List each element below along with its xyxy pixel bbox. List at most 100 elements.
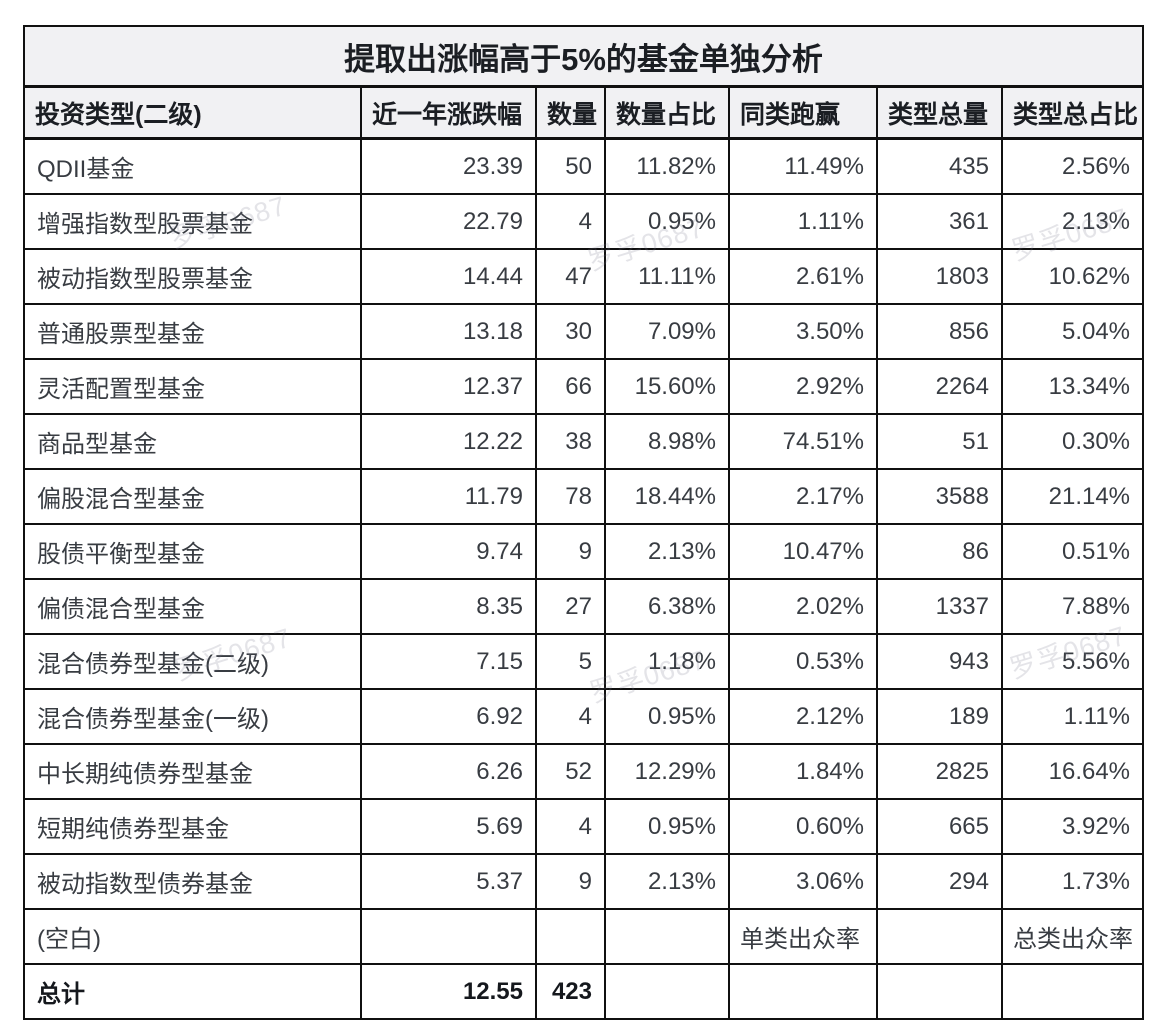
cell-count-share: 15.60% — [604, 358, 730, 415]
cell-type-total — [876, 963, 1003, 1020]
cell-count-share: 11.82% — [604, 137, 730, 195]
cell-count: 66 — [535, 358, 606, 415]
col-header-count-share: 数量占比 — [604, 85, 730, 140]
cell-type-total-share: 2.13% — [1000, 193, 1145, 250]
cell-count: 4 — [535, 193, 606, 250]
cell-type: 被动指数型债券基金 — [23, 853, 362, 910]
cell-count-share: 2.13% — [604, 523, 730, 580]
cell-type-total-share: 1.11% — [1000, 688, 1145, 745]
cell-type-total-share: 1.73% — [1000, 853, 1145, 910]
cell-change: 12.55 — [360, 963, 537, 1020]
table-row: 灵活配置型基金 12.37 66 15.60% 2.92% 2264 13.34% — [23, 358, 1145, 415]
cell-type-total: 294 — [876, 853, 1003, 910]
cell-count: 9 — [535, 853, 606, 910]
cell-type: 短期纯债券型基金 — [23, 798, 362, 855]
cell-type: 增强指数型股票基金 — [23, 193, 362, 250]
cell-count-share: 8.98% — [604, 413, 730, 470]
table-row: 被动指数型债券基金 5.37 9 2.13% 3.06% 294 1.73% — [23, 853, 1145, 910]
col-header-type: 投资类型(二级) — [23, 85, 362, 140]
cell-change: 14.44 — [360, 248, 537, 305]
cell-count-share: 11.11% — [604, 248, 730, 305]
cell-peer-outperform: 74.51% — [728, 413, 878, 470]
cell-change: 11.79 — [360, 468, 537, 525]
cell-type: 被动指数型股票基金 — [23, 248, 362, 305]
cell-type-total-share: 3.92% — [1000, 798, 1145, 855]
blank-row: (空白) 单类出众率 总类出众率 — [23, 908, 1145, 965]
cell-count: 52 — [535, 743, 606, 800]
col-header-type-total-share: 类型总占比 — [1000, 85, 1145, 140]
cell-change: 23.39 — [360, 137, 537, 195]
cell-count-share — [604, 963, 730, 1020]
column-header-row: 投资类型(二级) 近一年涨跌幅 数量 数量占比 同类跑赢 类型总量 类型总占比 — [23, 85, 1145, 140]
cell-type: 混合债券型基金(二级) — [23, 633, 362, 690]
table-row: 股债平衡型基金 9.74 9 2.13% 10.47% 86 0.51% — [23, 523, 1145, 580]
cell-type-total-share: 0.51% — [1000, 523, 1145, 580]
cell-count-share: 2.13% — [604, 853, 730, 910]
total-row: 总计 12.55 423 — [23, 963, 1145, 1020]
cell-type: QDII基金 — [23, 137, 362, 195]
cell-count-share: 0.95% — [604, 193, 730, 250]
table-row: 混合债券型基金(二级) 7.15 5 1.18% 0.53% 943 5.56% — [23, 633, 1145, 690]
cell-type-total-share: 总类出众率 — [1000, 908, 1145, 965]
cell-change: 12.22 — [360, 413, 537, 470]
cell-count: 5 — [535, 633, 606, 690]
cell-peer-outperform: 11.49% — [728, 137, 878, 195]
cell-count: 4 — [535, 688, 606, 745]
cell-change: 12.37 — [360, 358, 537, 415]
cell-type-total-share: 13.34% — [1000, 358, 1145, 415]
cell-peer-outperform: 2.02% — [728, 578, 878, 635]
col-header-change: 近一年涨跌幅 — [360, 85, 537, 140]
cell-change: 5.69 — [360, 798, 537, 855]
cell-change: 6.92 — [360, 688, 537, 745]
cell-type-total: 1803 — [876, 248, 1003, 305]
cell-count: 78 — [535, 468, 606, 525]
table-row: 偏债混合型基金 8.35 27 6.38% 2.02% 1337 7.88% — [23, 578, 1145, 635]
cell-type-total-share: 16.64% — [1000, 743, 1145, 800]
cell-type: (空白) — [23, 908, 362, 965]
cell-type-total: 2825 — [876, 743, 1003, 800]
cell-change: 13.18 — [360, 303, 537, 360]
col-header-count: 数量 — [535, 85, 606, 140]
fund-analysis-table: 提取出涨幅高于5%的基金单独分析 投资类型(二级) 近一年涨跌幅 数量 数量占比… — [22, 25, 1145, 1020]
cell-count: 27 — [535, 578, 606, 635]
cell-peer-outperform: 0.53% — [728, 633, 878, 690]
cell-peer-outperform: 1.84% — [728, 743, 878, 800]
table-row: 短期纯债券型基金 5.69 4 0.95% 0.60% 665 3.92% — [23, 798, 1145, 855]
cell-type-total-share: 5.56% — [1000, 633, 1145, 690]
cell-change: 6.26 — [360, 743, 537, 800]
cell-count: 423 — [535, 963, 606, 1020]
cell-type-total: 51 — [876, 413, 1003, 470]
cell-count: 50 — [535, 137, 606, 195]
table-footer: (空白) 单类出众率 总类出众率 总计 12.55 423 — [23, 908, 1145, 1020]
cell-count-share: 0.95% — [604, 688, 730, 745]
table-row: 混合债券型基金(一级) 6.92 4 0.95% 2.12% 189 1.11% — [23, 688, 1145, 745]
cell-type-total: 86 — [876, 523, 1003, 580]
cell-change: 22.79 — [360, 193, 537, 250]
cell-count-share: 12.29% — [604, 743, 730, 800]
cell-type-total — [876, 908, 1003, 965]
cell-peer-outperform: 1.11% — [728, 193, 878, 250]
table-row: 普通股票型基金 13.18 30 7.09% 3.50% 856 5.04% — [23, 303, 1145, 360]
cell-type-total: 1337 — [876, 578, 1003, 635]
cell-count-share: 6.38% — [604, 578, 730, 635]
cell-count-share: 1.18% — [604, 633, 730, 690]
table-row: QDII基金 23.39 50 11.82% 11.49% 435 2.56% — [23, 137, 1145, 195]
table-row: 被动指数型股票基金 14.44 47 11.11% 2.61% 1803 10.62% — [23, 248, 1145, 305]
table-title: 提取出涨幅高于5%的基金单独分析 — [22, 25, 1145, 88]
cell-count: 4 — [535, 798, 606, 855]
cell-peer-outperform — [728, 963, 878, 1020]
table-row: 商品型基金 12.22 38 8.98% 74.51% 51 0.30% — [23, 413, 1145, 470]
cell-count: 9 — [535, 523, 606, 580]
cell-peer-outperform: 3.50% — [728, 303, 878, 360]
cell-change: 5.37 — [360, 853, 537, 910]
cell-change: 8.35 — [360, 578, 537, 635]
cell-type-total: 361 — [876, 193, 1003, 250]
cell-count-share — [604, 908, 730, 965]
cell-type-total-share: 0.30% — [1000, 413, 1145, 470]
cell-change: 9.74 — [360, 523, 537, 580]
cell-type: 灵活配置型基金 — [23, 358, 362, 415]
cell-type-total: 665 — [876, 798, 1003, 855]
table-row: 增强指数型股票基金 22.79 4 0.95% 1.11% 361 2.13% — [23, 193, 1145, 250]
cell-type: 商品型基金 — [23, 413, 362, 470]
cell-peer-outperform: 2.12% — [728, 688, 878, 745]
